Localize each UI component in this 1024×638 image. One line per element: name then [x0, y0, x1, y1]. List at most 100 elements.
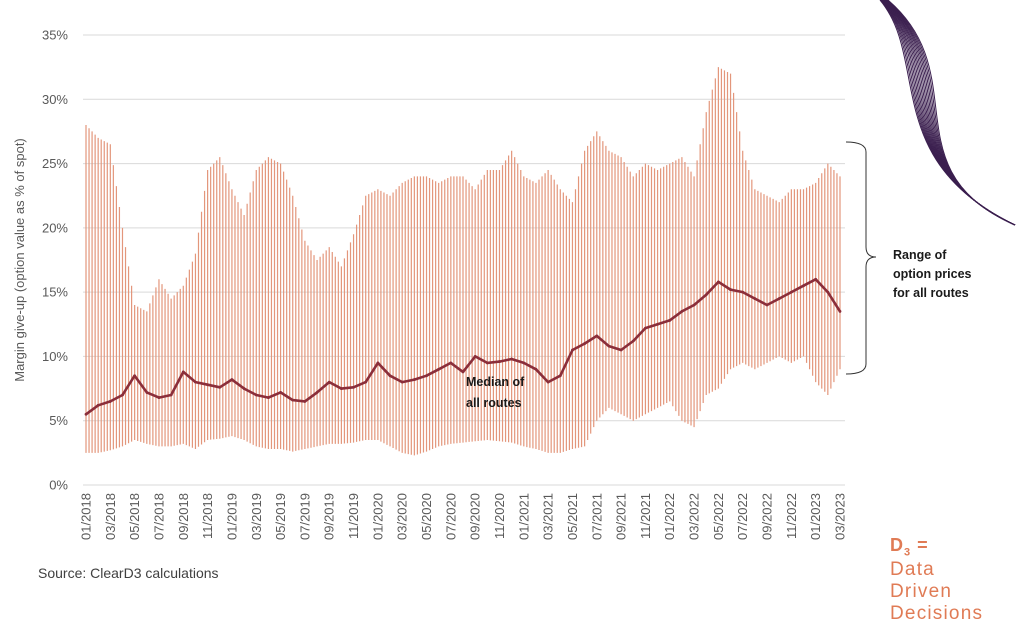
x-tick-label: 03/2021 — [541, 493, 556, 540]
median-point — [437, 367, 441, 371]
median-point — [571, 348, 574, 352]
x-tick-label: 07/2021 — [589, 493, 604, 540]
median-point — [96, 403, 100, 407]
median-point — [741, 290, 745, 294]
median-point — [364, 380, 368, 384]
median-point — [607, 344, 611, 348]
median-point — [656, 322, 659, 326]
median-point — [425, 374, 428, 378]
median-point — [680, 310, 684, 313]
median-point — [339, 387, 343, 390]
median-point — [838, 310, 842, 313]
x-tick-label: 01/2022 — [662, 493, 677, 540]
median-point — [522, 361, 526, 365]
range-bars — [85, 67, 841, 456]
median-point — [668, 319, 672, 322]
median-point — [400, 380, 404, 384]
y-axis-ticks: 0% 5% 10% 15% 20% 25% 30% 35% — [42, 28, 68, 493]
x-tick-label: 11/2018 — [200, 493, 215, 539]
logo-curve — [880, 0, 1016, 226]
range-label-line1: Range of — [893, 248, 947, 262]
logo-curve — [881, 0, 1016, 226]
median-point — [121, 393, 124, 397]
grid-lines — [83, 34, 845, 486]
brand-line-data: Data — [890, 558, 935, 580]
median-point — [753, 297, 757, 300]
y-tick-label: 35% — [42, 28, 68, 43]
x-tick-label: 05/2022 — [711, 493, 726, 540]
x-tick-label: 01/2021 — [516, 493, 531, 540]
brand-logo: D3 = Data Driven Decisions — [890, 535, 983, 625]
median-point — [315, 391, 319, 394]
brand-mark-sub: 3 — [904, 546, 912, 559]
median-point — [765, 303, 769, 307]
brand-mark-eq: = — [917, 535, 929, 555]
median-point — [789, 290, 793, 294]
median-point — [388, 374, 392, 378]
median-point — [218, 385, 222, 389]
median-point — [485, 361, 489, 365]
logo-curve — [883, 0, 1016, 226]
median-point — [279, 391, 282, 394]
median-point — [449, 361, 453, 365]
y-tick-label: 30% — [42, 92, 68, 107]
median-point — [814, 277, 818, 281]
x-tick-label: 01/2020 — [370, 493, 385, 540]
median-point — [181, 370, 185, 374]
median-point — [376, 361, 380, 365]
median-point — [595, 334, 599, 338]
x-tick-label: 11/2022 — [784, 493, 799, 539]
logo-curve — [887, 0, 1016, 226]
x-tick-label: 09/2019 — [322, 493, 337, 540]
range-bracket — [845, 141, 877, 375]
x-tick-label: 01/2018 — [79, 493, 94, 540]
y-tick-label: 20% — [42, 220, 68, 235]
median-point — [327, 380, 331, 384]
x-tick-label: 09/2020 — [468, 493, 483, 540]
x-tick-label: 01/2023 — [808, 493, 823, 540]
x-tick-label: 05/2021 — [565, 493, 580, 540]
brand-line-driven: Driven — [890, 580, 953, 602]
range-label-line3: for all routes — [893, 286, 969, 300]
median-point — [777, 297, 781, 300]
x-tick-label: 01/2019 — [224, 493, 239, 540]
brand-mark: D3 = — [890, 535, 983, 559]
median-point — [206, 383, 210, 387]
x-tick-label: 05/2020 — [419, 493, 434, 540]
median-point — [631, 339, 635, 343]
median-point — [303, 400, 307, 403]
median-point — [133, 374, 137, 378]
x-tick-label: 07/2018 — [151, 493, 166, 540]
y-tick-label: 25% — [42, 156, 68, 171]
median-point — [157, 396, 161, 399]
x-tick-label: 03/2023 — [833, 493, 848, 540]
brand-mark-letter: D — [890, 535, 904, 555]
x-tick-label: 07/2020 — [443, 493, 458, 540]
median-point — [267, 396, 270, 399]
brand-line-decisions: Decisions — [890, 602, 984, 624]
y-tick-label: 0% — [49, 478, 68, 493]
x-tick-label: 09/2021 — [614, 493, 629, 540]
median-point — [802, 284, 805, 288]
x-tick-label: 11/2019 — [346, 493, 361, 539]
median-point — [826, 290, 830, 294]
median-point — [194, 380, 197, 384]
x-tick-label: 03/2022 — [687, 493, 702, 540]
median-point — [242, 387, 246, 390]
median-label-line1: Median of — [466, 375, 525, 389]
median-point — [291, 398, 295, 402]
median-point — [619, 348, 623, 352]
x-tick-label: 03/2018 — [103, 493, 118, 540]
median-point — [644, 326, 647, 330]
median-point — [352, 385, 355, 389]
x-tick-label: 03/2019 — [249, 493, 264, 540]
median-label-line2: all routes — [466, 396, 522, 410]
median-point — [412, 378, 416, 381]
median-point — [716, 280, 720, 284]
x-tick-label: 05/2019 — [273, 493, 288, 540]
median-point — [108, 400, 112, 403]
median-point — [145, 391, 149, 394]
x-tick-label: 07/2022 — [735, 493, 750, 540]
y-tick-label: 5% — [49, 413, 68, 428]
